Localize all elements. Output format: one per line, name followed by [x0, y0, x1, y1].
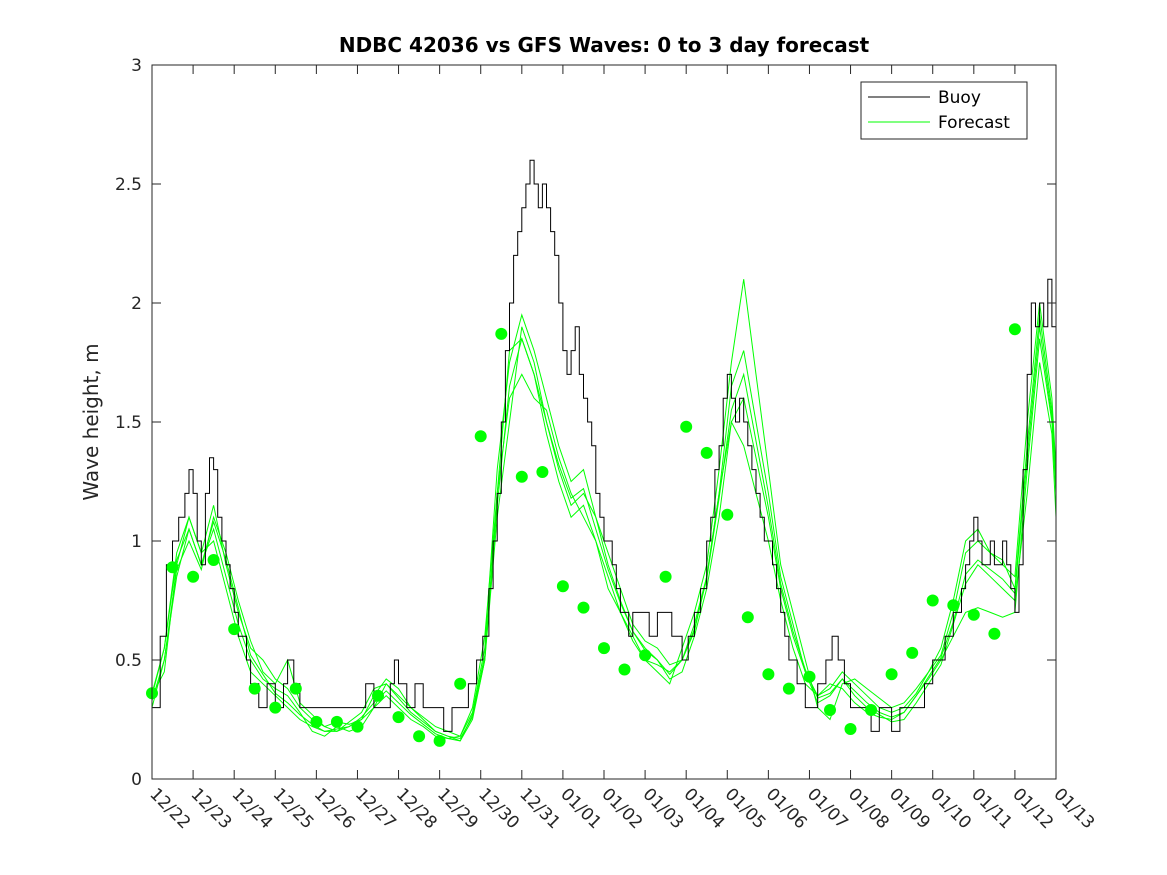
forecast-marker-29 [721, 508, 734, 521]
x-tick-label-1: 12/23 [187, 784, 236, 833]
x-tick-label-14: 01/05 [721, 784, 770, 833]
x-tick-label-11: 01/02 [597, 784, 646, 833]
forecast-marker-39 [926, 594, 939, 607]
forecast-marker-11 [351, 720, 364, 733]
y-tick-label-3: 1.5 [115, 413, 142, 433]
y-tick-label-4: 2 [131, 294, 142, 314]
forecast-marker-35 [844, 723, 857, 735]
forecast-marker-20 [536, 466, 549, 478]
forecast-marker-43 [1008, 323, 1021, 336]
x-tick-label-8: 12/30 [474, 784, 523, 833]
forecast-marker-17 [474, 430, 487, 443]
legend-forecast-label: Forecast [938, 113, 1010, 133]
x-tick-label-9: 12/31 [515, 784, 564, 833]
forecast-marker-26 [659, 570, 672, 583]
forecast-marker-24 [618, 663, 631, 676]
legend-buoy-label: Buoy [938, 88, 981, 108]
forecast-marker-2 [166, 561, 179, 574]
forecast-marker-8 [289, 682, 302, 695]
forecast-marker-7 [269, 701, 282, 714]
x-tick-label-6: 12/28 [392, 784, 441, 833]
x-tick-label-19: 01/10 [926, 784, 975, 833]
y-tick-label-1: 0.5 [115, 651, 142, 671]
buoy-series-group [152, 159, 1057, 732]
forecast-marker-10 [330, 715, 343, 728]
forecast-marker-9 [310, 715, 323, 728]
x-tick-label-18: 01/09 [885, 784, 934, 833]
forecast-marker-33 [803, 670, 816, 683]
forecast-marker-28 [700, 446, 713, 459]
forecast-marker-30 [741, 611, 754, 624]
forecast-marker-32 [782, 682, 795, 695]
forecast-marker-25 [639, 649, 652, 662]
x-tick-label-0: 12/22 [145, 784, 194, 833]
x-tick-label-2: 12/24 [228, 784, 277, 833]
x-tick-label-15: 01/06 [762, 784, 811, 833]
forecast-marker-23 [598, 642, 610, 655]
forecast-marker-18 [495, 327, 508, 340]
legend: Buoy Forecast [860, 81, 1028, 140]
forecast-marker-34 [824, 704, 836, 716]
x-tick-label-20: 01/11 [967, 784, 1016, 833]
x-tick-label-17: 01/08 [844, 784, 893, 833]
y-axis: 0 0.5 1 1.5 2 2.5 3 [115, 56, 1056, 790]
forecast-marker-40 [947, 599, 960, 612]
x-tick-label-13: 01/04 [680, 784, 729, 833]
x-tick-label-16: 01/07 [803, 784, 852, 833]
forecast-marker-36 [865, 704, 878, 716]
forecast-marker-37 [885, 668, 898, 681]
forecast-marker-19 [515, 470, 528, 483]
forecast-line-2 [151, 326, 1057, 742]
forecast-marker-12 [372, 689, 384, 702]
forecast-line-4 [151, 279, 1057, 740]
forecast-marker-3 [187, 570, 200, 583]
x-tick-label-21: 01/12 [1008, 784, 1057, 833]
x-tick-label-22: 01/13 [1049, 784, 1098, 833]
y-tick-label-0: 0 [131, 770, 142, 790]
forecast-marker-38 [906, 646, 919, 659]
chart-title: NDBC 42036 vs GFS Waves: 0 to 3 day fore… [339, 33, 870, 57]
x-tick-label-12: 01/03 [639, 784, 688, 833]
forecast-marker-16 [454, 677, 467, 690]
forecast-marker-14 [413, 730, 426, 743]
y-tick-label-6: 3 [131, 56, 142, 76]
forecast-marker-4 [207, 554, 220, 566]
forecast-marker-15 [433, 734, 446, 747]
x-tick-label-10: 01/01 [556, 784, 605, 833]
forecast-marker-42 [988, 627, 1001, 640]
forecast-line-5 [151, 326, 1057, 742]
y-axis-label: Wave height, m [79, 343, 103, 500]
x-tick-label-5: 12/27 [351, 784, 400, 833]
x-tick-label-4: 12/26 [310, 784, 359, 833]
buoy-line [152, 159, 1057, 732]
forecast-marker-27 [680, 420, 693, 433]
x-tick-label-3: 12/25 [269, 784, 318, 833]
forecast-marker-41 [967, 608, 980, 621]
legend-box [860, 81, 1028, 140]
forecast-marker-6 [248, 682, 261, 695]
forecast-markers-group [146, 323, 1021, 747]
forecast-marker-31 [762, 668, 775, 681]
plot-background [152, 65, 1056, 779]
forecast-marker-5 [228, 623, 241, 636]
y-tick-label-5: 2.5 [115, 175, 142, 195]
forecast-marker-22 [577, 601, 590, 614]
forecast-marker-21 [556, 580, 569, 593]
y-tick-label-2: 1 [131, 532, 142, 552]
x-tick-label-7: 12/29 [433, 784, 482, 833]
forecast-line-3 [151, 302, 1057, 737]
forecast-series-group [151, 279, 1057, 742]
forecast-marker-13 [392, 711, 405, 724]
